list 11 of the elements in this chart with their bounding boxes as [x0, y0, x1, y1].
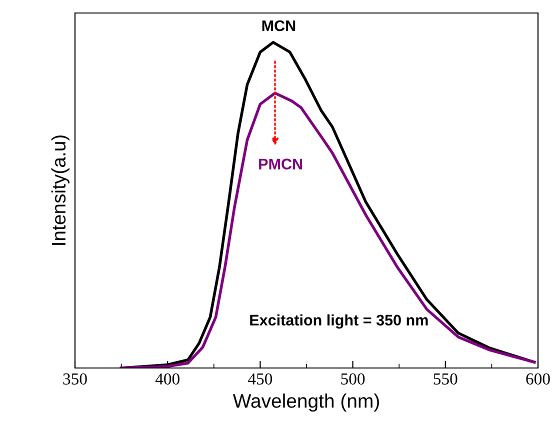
x-tick-label: 500 — [341, 373, 365, 385]
x-tick-label: 400 — [155, 373, 180, 385]
y-axis-title: Intensity(a.u) — [51, 136, 70, 245]
x-tick-label: 450 — [248, 373, 272, 385]
series-label: PMCN — [259, 158, 302, 170]
x-tick-label: 600 — [526, 373, 550, 385]
x-tick-label: 550 — [434, 373, 458, 385]
series-label: MCN — [262, 20, 296, 32]
annotation: Excitation light = 350 nm — [250, 314, 428, 329]
x-axis-title: Wavelength (nm) — [232, 394, 379, 412]
x-tick-label: 350 — [63, 373, 87, 385]
